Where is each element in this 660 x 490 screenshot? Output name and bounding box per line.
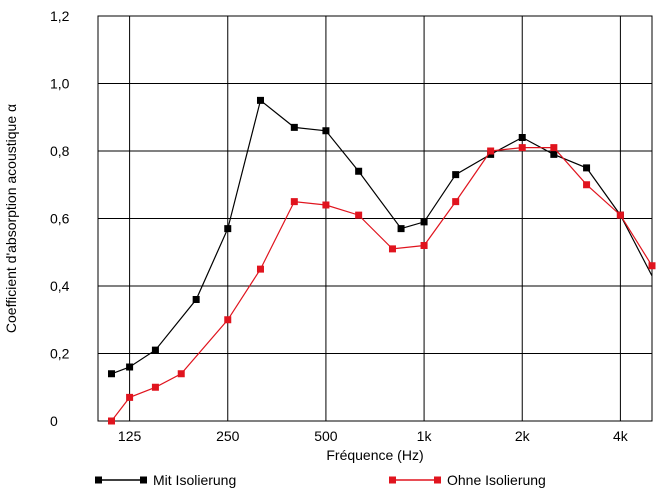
series-line [111, 99, 653, 375]
data-point [126, 393, 134, 401]
data-point [256, 96, 264, 104]
legend-marker [434, 476, 441, 484]
series-2 [107, 144, 656, 425]
data-point [151, 346, 159, 354]
legend-marker [95, 476, 102, 484]
data-point [550, 150, 558, 158]
data-point [616, 211, 624, 219]
data-point [550, 144, 558, 152]
data-point [452, 198, 460, 206]
y-tick-label: 1,0 [50, 76, 70, 92]
data-point [388, 245, 396, 253]
data-point [518, 144, 526, 152]
plot-frame [97, 15, 653, 422]
data-point [151, 383, 159, 391]
legend-marker [389, 476, 396, 484]
data-point [355, 211, 363, 219]
data-point [648, 262, 656, 270]
legend-item-2: Ohne Isolierung [389, 472, 546, 488]
y-tick-label: 0,8 [50, 143, 70, 159]
x-tick-label: 250 [216, 428, 240, 444]
y-tick-label: 0,6 [50, 211, 70, 227]
y-tick-label: 0 [50, 413, 58, 429]
legend-item-1: Mit Isolierung [95, 472, 236, 488]
x-tick-label: 1k [417, 428, 433, 444]
data-point [420, 242, 428, 249]
legend-marker [140, 476, 147, 484]
data-point [177, 370, 185, 378]
data-point [107, 417, 115, 425]
y-tick-labels: 0 0,2 0,4 0,6 0,8 1,0 1,2 [50, 8, 70, 429]
data-point [420, 218, 428, 226]
legend: Mit Isolierung Ohne Isolierung [95, 472, 546, 488]
data-point [583, 164, 591, 172]
data-point [107, 370, 115, 378]
data-point [487, 147, 495, 155]
data-point [126, 363, 134, 371]
x-tick-label: 500 [314, 428, 338, 444]
x-axis-label: Fréquence (Hz) [326, 447, 423, 463]
data-point [192, 296, 200, 303]
data-point [518, 134, 526, 141]
data-point [224, 225, 232, 233]
x-tick-label: 125 [118, 428, 142, 444]
legend-label: Mit Isolierung [153, 472, 236, 488]
data-point [583, 181, 591, 189]
y-tick-label: 0,2 [50, 346, 70, 362]
data-point [256, 265, 264, 273]
data-point [355, 167, 363, 175]
y-tick-label: 1,2 [50, 8, 70, 24]
data-point [452, 171, 460, 179]
y-tick-label: 0,4 [50, 278, 70, 294]
data-point [322, 201, 330, 209]
data-point [224, 316, 232, 324]
x-tick-label: 2k [515, 428, 531, 444]
data-point [397, 225, 405, 233]
y-axis-label: Coefficient d'absorption acoustique α [3, 104, 19, 333]
legend-label: Ohne Isolierung [447, 472, 546, 488]
data-point [290, 198, 298, 206]
gridlines [98, 16, 652, 421]
data-point [290, 123, 298, 131]
series-lines [107, 96, 656, 425]
series-line [111, 147, 653, 422]
data-point [322, 127, 330, 135]
x-tick-label: 4k [613, 428, 629, 444]
x-tick-labels: 125 250 500 1k 2k 4k [118, 428, 629, 444]
